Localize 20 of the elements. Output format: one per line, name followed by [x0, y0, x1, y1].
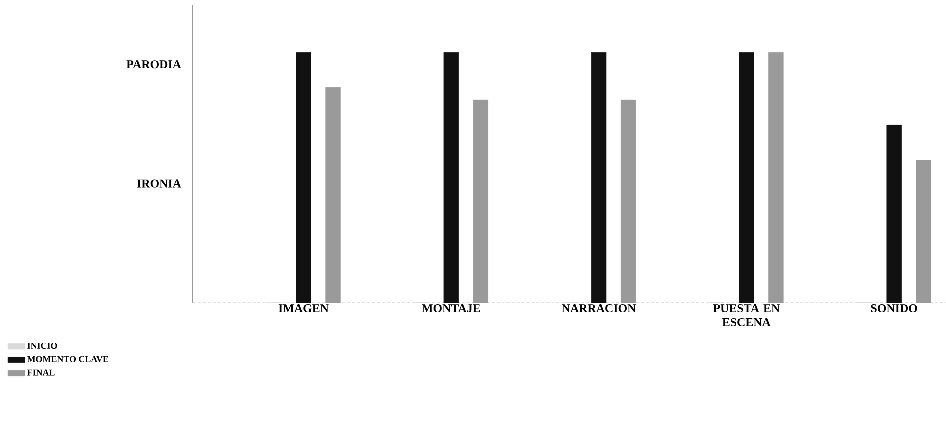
bar: [326, 87, 341, 304]
bar: [886, 125, 902, 304]
x-tick-label: NARRACION: [562, 304, 636, 313]
bar: [916, 160, 932, 304]
bar: [296, 52, 312, 304]
x-tick-label: IMAGEN: [278, 304, 329, 313]
bar: [768, 52, 784, 304]
legend-label: FINAL: [27, 370, 55, 376]
legend-label: MOMENTO CLAVE: [27, 356, 108, 362]
x-tick-label: PUESTA EN ESCENA: [713, 304, 780, 326]
bar: [620, 100, 636, 304]
text: PARODIA: [126, 60, 182, 69]
legend-label: INICIO: [28, 342, 58, 349]
bar: [739, 52, 754, 304]
x-tick-label: SONIDO: [871, 304, 918, 313]
x-tick-label: MONTAJE: [422, 304, 480, 313]
bar: [473, 100, 488, 304]
text: IRONIA: [137, 180, 182, 188]
bar: [444, 52, 459, 304]
bar: [591, 52, 607, 304]
